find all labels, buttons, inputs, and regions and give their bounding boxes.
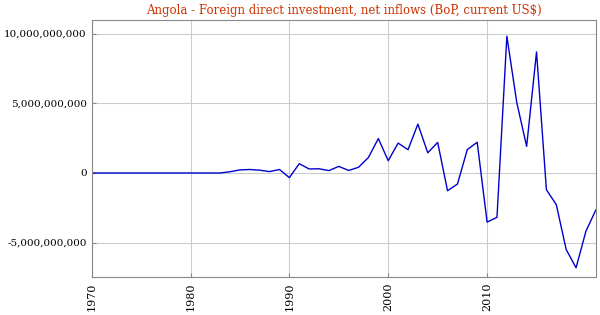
- Title: Angola - Foreign direct investment, net inflows (BoP, current US$): Angola - Foreign direct investment, net …: [146, 4, 542, 17]
